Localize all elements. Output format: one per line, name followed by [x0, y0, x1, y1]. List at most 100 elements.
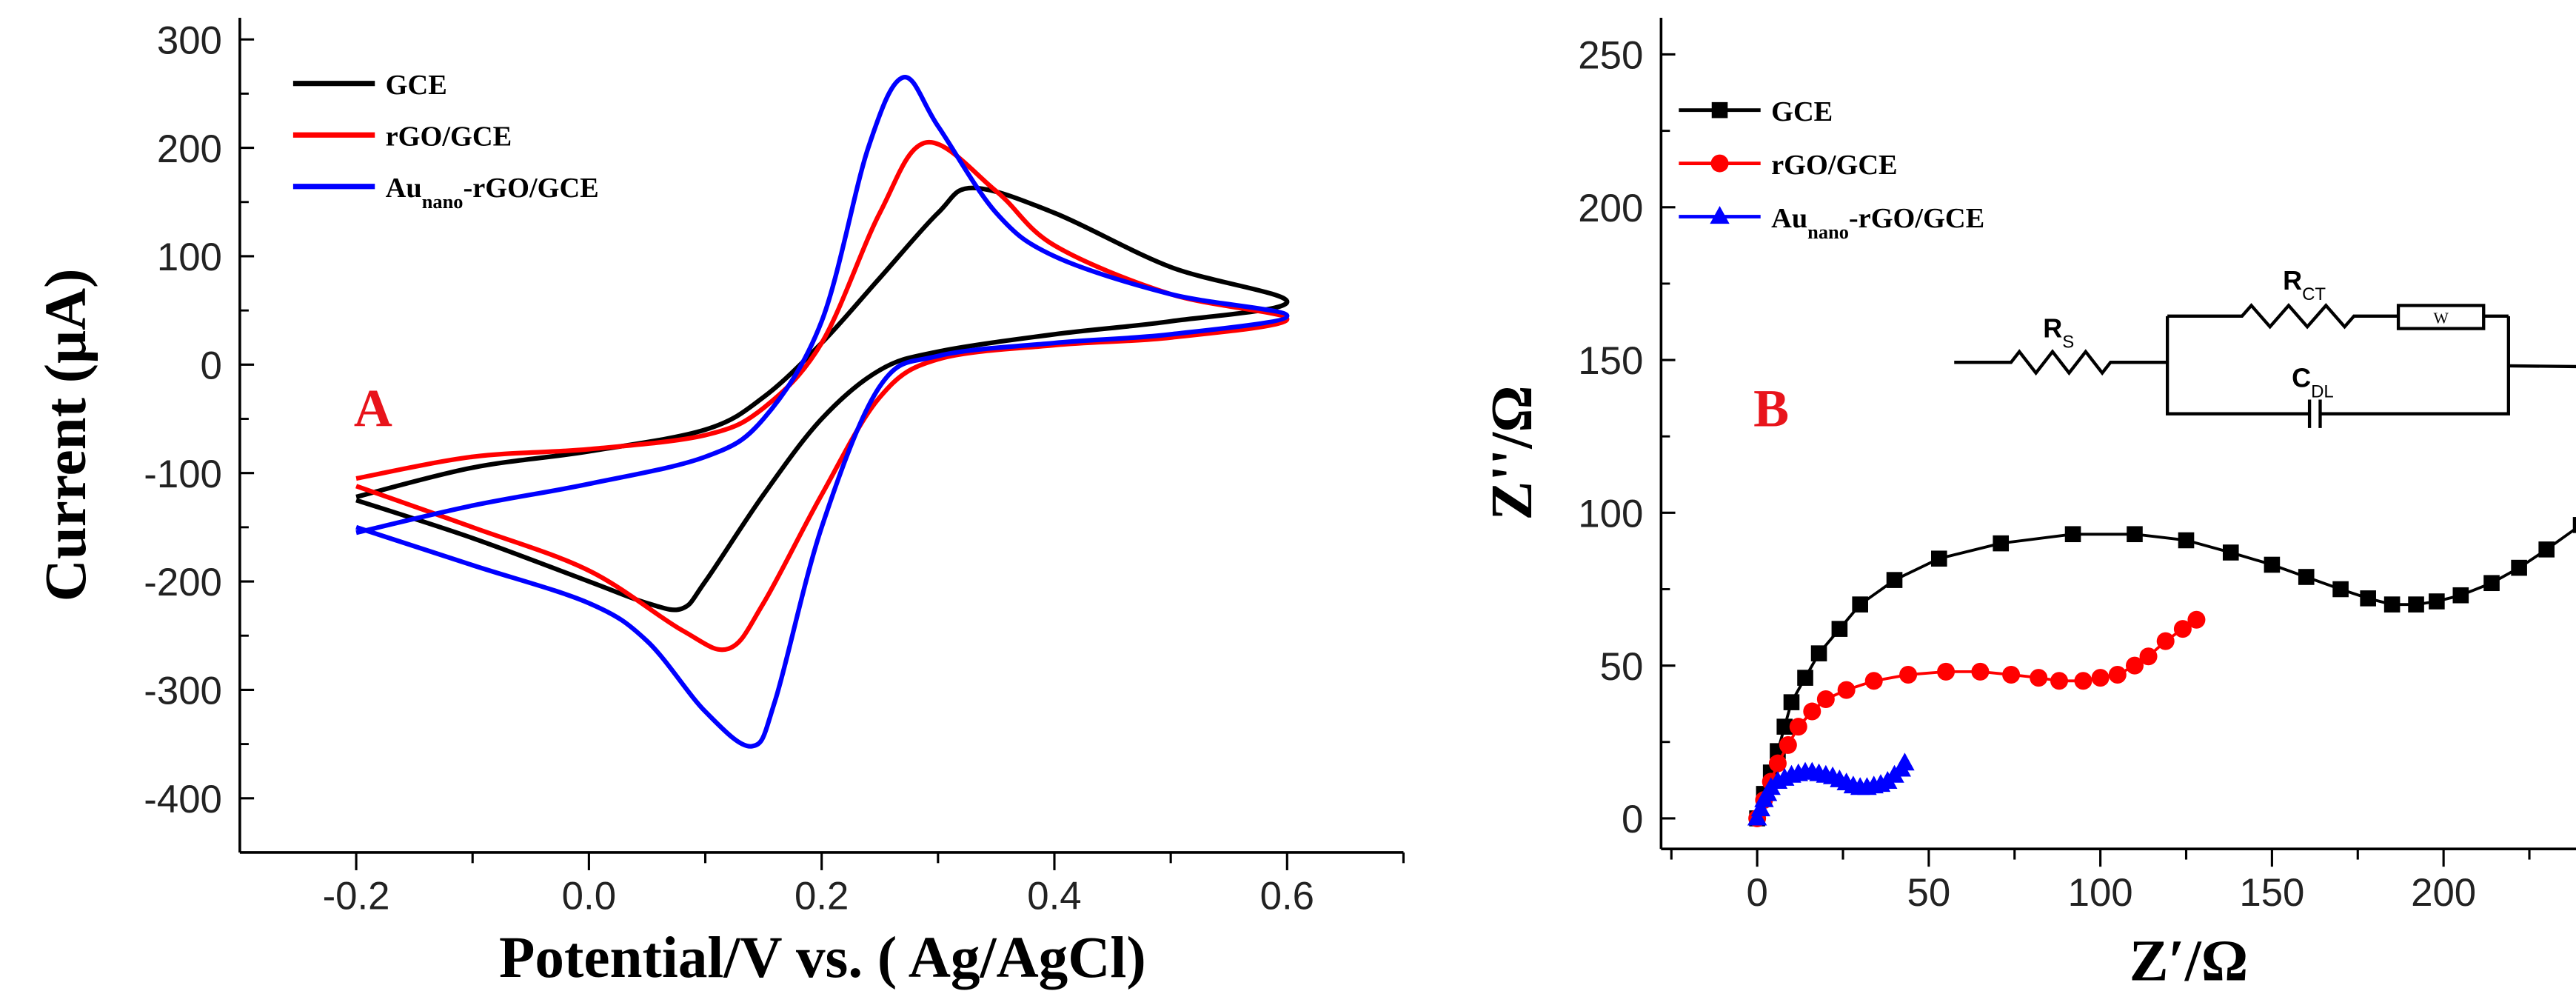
data-point: [1971, 662, 1990, 681]
legend-label: rGO/GCE: [386, 121, 512, 153]
data-point: [2383, 596, 2401, 613]
x-axis-title: Potential/V vs. ( Ag/AgCl): [499, 925, 1146, 990]
legend-label: GCE: [1771, 96, 1833, 127]
data-point: [2030, 669, 2048, 687]
data-point: [2064, 526, 2081, 543]
data-point: [2408, 596, 2424, 613]
data-point: [1831, 621, 1848, 637]
legend-subscript: nano: [1807, 221, 1849, 243]
legend-marker: [1711, 101, 1728, 119]
legend-entry: Aunano-rGO/GCE: [292, 173, 599, 213]
x-tick-label: 0.6: [1260, 875, 1314, 918]
data-point: [2222, 544, 2239, 561]
data-point: [1899, 666, 1918, 684]
data-point: [2538, 541, 2555, 558]
data-point: [1779, 735, 1797, 754]
legend-label: Aunano-rGO/GCE: [386, 173, 599, 213]
data-point: [1747, 807, 1767, 826]
data-point: [2511, 559, 2527, 576]
data-point: [1776, 718, 1793, 735]
y-tick-label: 250: [1578, 34, 1643, 78]
w-label: W: [2433, 309, 2449, 327]
data-point: [1816, 690, 1835, 709]
y-tick-label: 100: [157, 236, 222, 279]
legend-text: -rGO/GCE: [463, 173, 598, 204]
x-tick-label: 0.2: [794, 875, 849, 918]
data-point: [1895, 753, 1915, 771]
data-point: [1783, 694, 1800, 710]
legend-text: rGO/GCE: [386, 121, 512, 153]
data-point: [2298, 569, 2315, 585]
data-point: [2002, 666, 2021, 684]
x-tick-label: 100: [2068, 871, 2133, 915]
rs-resistor-icon: [1954, 349, 2168, 376]
circuit-wire: [2483, 314, 2576, 369]
legend-label: rGO/GCE: [1771, 150, 1898, 181]
legend-subscript: nano: [422, 190, 464, 213]
data-point: [1937, 662, 1956, 681]
data-point: [1993, 535, 2010, 552]
data-point: [1789, 718, 1807, 736]
series-line: [355, 185, 1290, 613]
data-point: [2127, 526, 2143, 543]
x-tick-label: 0.4: [1027, 875, 1081, 918]
y-tick-label: 0: [1622, 798, 1643, 841]
legend-marker: [1710, 206, 1730, 224]
panel-label: B: [1753, 379, 1789, 438]
legend-label: Aunano-rGO/GCE: [1771, 203, 1984, 243]
data-point: [2178, 532, 2195, 549]
panel-label: A: [354, 379, 392, 438]
x-tick-label: 50: [1907, 871, 1951, 915]
data-point: [1803, 702, 1821, 721]
panel-a-cyclic-voltammetry: 300 200 100 0 -100 -200 -300 -400 -0.2 0.0 0.2 0.4 0…: [33, 17, 1405, 990]
data-point: [1852, 596, 1868, 613]
series-aunano-rgo-gce: [1747, 753, 1915, 826]
rct-resistor-icon: [2167, 303, 2399, 330]
y-tick-label: 200: [1578, 187, 1643, 230]
data-point: [2429, 593, 2445, 610]
data-point: [2091, 669, 2110, 687]
y-tick-label: 100: [1578, 493, 1643, 536]
data-point: [2264, 556, 2281, 573]
x-tick-label: -0.2: [323, 875, 390, 918]
y-tick-label: -300: [144, 670, 222, 713]
legend-text: -rGO/GCE: [1849, 203, 1984, 234]
y-tick-label: 150: [1578, 339, 1643, 383]
data-point: [2173, 620, 2192, 638]
series-line: [1756, 527, 2576, 819]
legend-text: GCE: [1771, 96, 1833, 127]
y-tick-label: 50: [1600, 645, 1644, 689]
legend-entry: rGO/GCE: [1679, 150, 1898, 181]
series-aunano-rgo-gce: [355, 75, 1290, 749]
data-point: [2156, 632, 2175, 650]
equivalent-circuit-inset: [1954, 303, 2576, 428]
x-tick-label: 0.0: [562, 875, 616, 918]
legend-text: Au: [386, 173, 422, 204]
y-axis-title: Z''/Ω: [1479, 385, 1545, 520]
y-tick-label: -400: [144, 778, 222, 821]
legend-text: rGO/GCE: [1771, 150, 1898, 181]
capacitor-icon: [2307, 399, 2322, 428]
y-tick-label: -200: [144, 561, 222, 604]
panel-b-nyquist-plot: 250200150100500050100150200250Z′/ΩZ''/ΩB…: [1479, 17, 2576, 991]
legend-entry: GCE: [1679, 96, 1833, 127]
data-point: [1930, 550, 1947, 567]
legend-entry: GCE: [292, 70, 447, 101]
y-tick-label: -100: [144, 453, 222, 496]
series-gce: [355, 185, 1290, 613]
rs-label: RS: [2043, 313, 2074, 352]
data-point: [2050, 672, 2069, 690]
data-point: [2187, 610, 2206, 629]
data-point: [2332, 581, 2349, 598]
data-point: [1886, 572, 1903, 588]
series-line: [355, 75, 1290, 749]
data-point: [2139, 647, 2158, 666]
data-point: [2483, 575, 2500, 592]
x-tick-label: 0: [1746, 871, 1767, 915]
y-tick-label: 200: [157, 127, 222, 171]
data-point: [1797, 670, 1813, 686]
series-rgo-gce: [1748, 610, 2206, 827]
data-point: [2572, 517, 2576, 533]
legend-entry: rGO/GCE: [292, 121, 512, 153]
